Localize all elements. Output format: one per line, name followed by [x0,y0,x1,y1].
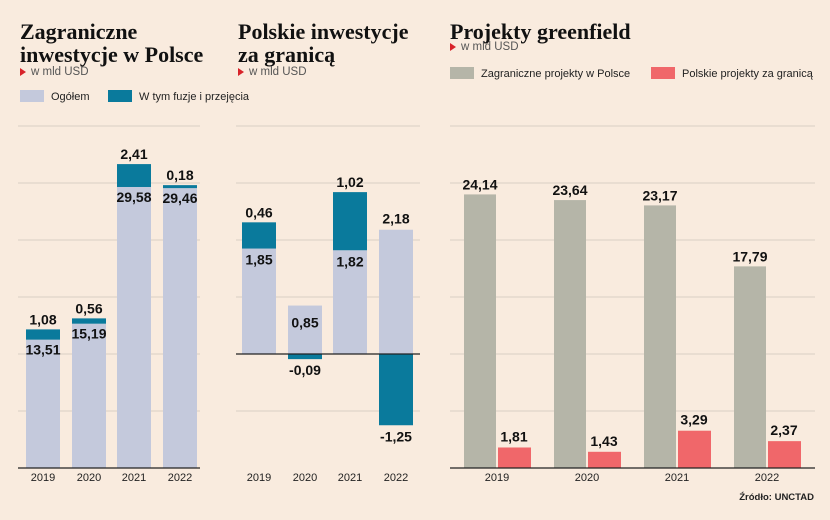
chart2-label-total-2022: 2,18 [382,211,409,227]
chart2-bar-total-2020 [288,305,322,354]
chart2-tick-2020: 2020 [293,472,317,484]
chart3-bar-foreign-2021 [644,205,676,468]
triangle-marker-icon [238,68,244,76]
chart3-bar-polish-2020 [588,451,621,468]
chart1-label-ma-2021: 2,41 [120,146,147,162]
chart2-label-ma-2021: 1,02 [336,174,363,190]
chart1-label-ma-2022: 0,18 [166,167,193,183]
chart2-title: Polskie inwestycje za granicą [238,20,408,66]
legend-foreign-greenfield: Zagraniczne projekty w Polsce [450,67,630,80]
chart2-unit-text: w mld USD [249,66,307,78]
chart2-tick-2019: 2019 [247,472,271,484]
chart3-title-line1: Projekty greenfield [450,19,631,44]
chart2-label-total-2019: 1,85 [245,252,272,268]
chart3-label-foreign-2019: 24,14 [462,176,497,192]
chart3-label-foreign-2020: 23,64 [552,182,587,198]
chart2-tick-2021: 2021 [338,472,362,484]
chart3-label-polish-2020: 1,43 [590,433,617,449]
chart3-label-polish-2021: 3,29 [680,412,707,428]
chart3-tick-2022: 2022 [755,472,779,484]
chart1-tick-2020: 2020 [77,472,101,484]
chart3-bar-polish-2019 [498,447,531,468]
chart3-label-polish-2022: 2,37 [770,422,797,438]
chart3-tick-2019: 2019 [485,472,509,484]
chart3-tick-2021: 2021 [665,472,689,484]
chart1-bar-ma-2020 [72,318,106,324]
chart3-unit: w mld USD [450,41,519,53]
legend-label-foreign-greenfield: Zagraniczne projekty w Polsce [481,68,631,80]
chart3-label-foreign-2022: 17,79 [732,248,767,264]
chart2-unit: w mld USD [238,66,307,78]
legend-swatch-ma [108,90,132,102]
chart1-title-line1: Zagraniczne [20,19,138,44]
chart1-tick-2021: 2021 [122,472,146,484]
chart1-label-ma-2019: 1,08 [29,311,56,327]
source-note: Źródło: UNCTAD [739,492,814,503]
chart3-label-polish-2019: 1,81 [500,428,527,444]
chart2-title-line2: za granicą [238,42,336,67]
chart1-title-line2: inwestycje w Polsce [20,42,204,67]
legend-total: Ogółem [20,90,90,103]
chart1-bar-ma-2019 [26,329,60,340]
chart2-bar-total-2021 [333,250,367,354]
triangle-marker-icon [450,43,456,51]
chart2-label-total-2020: 0,85 [291,315,318,331]
chart2-bar-ma-2021 [333,192,367,251]
chart1-label-total-2020: 15,19 [71,326,106,342]
chart1-bar-ma-2021 [117,164,151,187]
chart3-title: Projekty greenfield [450,20,631,43]
legend-polish-greenfield: Polskie projekty za granicą [651,67,813,80]
chart3-bar-foreign-2022 [734,266,766,468]
chart3-bar-polish-2022 [768,441,801,468]
chart2-bar-total-2019 [242,248,276,354]
chart2-label-ma-2020: -0,09 [289,362,321,378]
chart1-bar-total-2019 [26,339,60,468]
chart1-bar-total-2020 [72,323,106,468]
chart3-bar-foreign-2019 [464,194,496,468]
legend-swatch-total [20,90,44,102]
legend-ma: W tym fuzje i przejęcia [108,90,249,103]
chart3-bar-polish-2021 [678,430,711,468]
chart2-tick-2022: 2022 [384,472,408,484]
chart2-title-line1: Polskie inwestycje [238,19,409,44]
chart2-label-ma-2019: 0,46 [245,204,272,220]
chart1-label-total-2021: 29,58 [116,189,151,205]
legend-label-ma: W tym fuzje i przejęcia [139,91,250,103]
chart1-tick-2019: 2019 [31,472,55,484]
chart1-bar-total-2021 [117,186,151,469]
chart1-unit-text: w mld USD [31,66,89,78]
chart1-unit: w mld USD [20,66,89,78]
chart3-bar-foreign-2020 [554,200,586,468]
legend-swatch-polish-greenfield [651,67,675,79]
chart2-bar-ma-2019 [242,222,276,249]
chart1-bar-total-2022 [163,188,197,468]
chart2-bar-ma-2020 [288,354,322,360]
legend-label-polish-greenfield: Polskie projekty za granicą [682,68,813,80]
chart3-unit-text: w mld USD [461,41,519,53]
chart1-label-total-2022: 29,46 [162,190,197,206]
chart2-bar-ma-2022 [379,354,413,426]
chart2-label-total-2021: 1,82 [336,253,363,269]
chart1-label-total-2019: 13,51 [25,342,60,358]
legend-label-total: Ogółem [51,91,90,103]
triangle-marker-icon [20,68,26,76]
chart3-tick-2020: 2020 [575,472,599,484]
chart1-label-ma-2020: 0,56 [75,300,102,316]
chart1-bar-ma-2022 [163,185,197,189]
chart2-label-ma-2022: -1,25 [380,428,412,444]
chart2-bar-total-2022 [379,229,413,354]
chart3-label-foreign-2021: 23,17 [642,187,677,203]
chart1-tick-2022: 2022 [168,472,192,484]
chart1-title: Zagraniczne inwestycje w Polsce [20,20,203,66]
legend-swatch-foreign-greenfield [450,67,474,79]
